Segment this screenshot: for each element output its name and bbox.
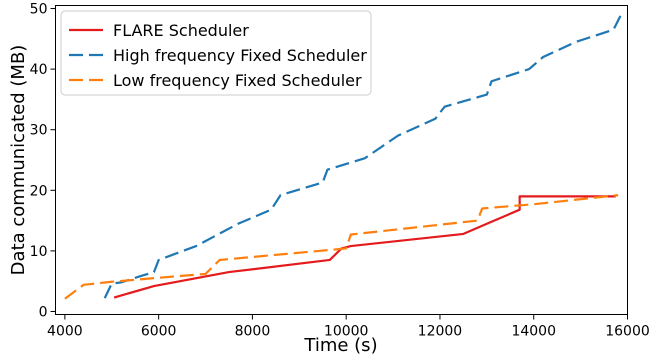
x-axis-ticks: 4000 6000 8000 10000 12000 14000 16000 [47, 314, 649, 340]
plot-frame [55, 5, 628, 315]
series-line-1 [113, 195, 616, 299]
x-tick-label: 4000 [47, 324, 83, 340]
x-axis-label: Time (s) [303, 335, 377, 356]
series-line-2 [103, 15, 622, 299]
plot-lines [64, 15, 622, 300]
legend: FLARE Scheduler High frequency Fixed Sche… [60, 10, 372, 96]
y-tick-label: 50 [30, 2, 48, 18]
legend-label-3: Low frequency Fixed Scheduler [113, 71, 362, 90]
x-tick-label: 10000 [324, 324, 369, 340]
legend-box [60, 10, 372, 96]
y-tick-label: 10 [30, 244, 48, 260]
legend-label-1: FLARE Scheduler [113, 21, 249, 40]
series-line-3 [64, 194, 619, 300]
y-tick-label: 20 [30, 183, 48, 199]
x-tick-label: 8000 [235, 324, 271, 340]
y-axis-label: Data communicated (MB) [8, 45, 29, 276]
y-tick-label: 40 [30, 62, 48, 78]
x-tick-label: 6000 [141, 324, 177, 340]
x-tick-label: 16000 [605, 324, 649, 340]
y-tick-label: 30 [30, 123, 48, 139]
legend-entries: FLARE Scheduler High frequency Fixed Sche… [69, 21, 367, 90]
x-tick-label: 12000 [418, 324, 463, 340]
x-tick-label: 14000 [511, 324, 556, 340]
y-axis-ticks: 0 10 20 30 40 50 [30, 2, 56, 320]
legend-label-2: High frequency Fixed Scheduler [113, 46, 367, 65]
y-tick-label: 0 [39, 304, 48, 320]
